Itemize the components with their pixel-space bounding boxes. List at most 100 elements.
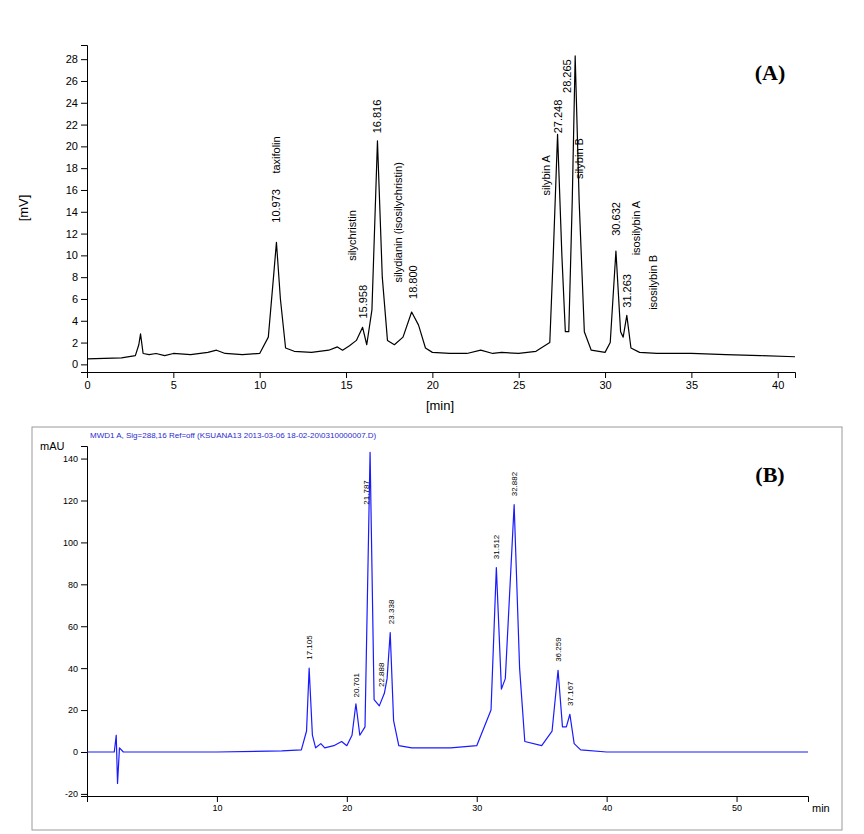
- peak-label: 23.338: [387, 599, 396, 624]
- tick: 10: [254, 372, 266, 391]
- tick-mark: [81, 459, 87, 460]
- tick-label: 35: [686, 379, 698, 391]
- tick-mark: [81, 168, 87, 169]
- axis-line: [81, 447, 88, 797]
- tick-label: 20: [427, 379, 439, 391]
- y-axis: -20 0 20 40 60 80 100 120 140: [63, 447, 88, 800]
- peak-label: 10.973: [270, 189, 282, 223]
- tick: 140: [63, 454, 87, 464]
- tick-label: 5: [171, 379, 177, 391]
- tick-mark: [81, 500, 87, 501]
- y-axis-title: mAU: [40, 440, 65, 452]
- tick: 4: [72, 315, 87, 327]
- tick-label: 40: [602, 803, 612, 813]
- peak-label: 32.882: [510, 471, 519, 496]
- peak-label: 37.167: [566, 681, 575, 706]
- tick-label: 10: [66, 249, 78, 261]
- tick: 25: [513, 372, 525, 391]
- tick-mark: [81, 103, 87, 104]
- tick: 10: [66, 249, 87, 261]
- tick: 5: [171, 372, 177, 391]
- tick: 100: [63, 538, 87, 548]
- tick-mark: [81, 668, 87, 669]
- trace: [87, 56, 795, 359]
- y-axis-title: [mV]: [16, 195, 31, 222]
- axis-line: [81, 46, 88, 373]
- x-axis: 0 5 10 15 20 25 30 35 40: [84, 372, 795, 391]
- panel-title: (A): [755, 60, 786, 85]
- tick-mark: [81, 343, 87, 344]
- peak-label: 28.265: [561, 59, 573, 93]
- axis-line: [88, 797, 809, 803]
- tick: 22: [66, 119, 87, 131]
- tick-mark: [81, 794, 87, 795]
- texts: 17.10520.70121.78722.88823.33831.51232.8…: [40, 431, 830, 814]
- tick-label: 30: [472, 803, 482, 813]
- tick: 80: [68, 580, 87, 590]
- peak-label: 16.816: [371, 100, 383, 134]
- trace: [87, 452, 808, 783]
- tick: 50: [732, 796, 742, 813]
- tick-mark: [81, 125, 87, 126]
- x-axis-title: min: [812, 802, 830, 814]
- plot-area: [87, 56, 795, 359]
- peak-label: 30.632: [610, 202, 622, 236]
- tick-mark: [81, 584, 87, 585]
- chart-panel: 10 20 30 40 50 -20 0 20 40 60 80 100 120 140 17.105 20.…: [32, 427, 842, 830]
- tick-mark: [217, 796, 218, 802]
- y-axis: 0246810121416182022242628: [66, 46, 88, 373]
- x-axis-title: [min]: [426, 398, 454, 413]
- tick-label: 25: [513, 379, 525, 391]
- tick: 0: [84, 372, 90, 391]
- tick-mark: [607, 796, 608, 802]
- tick-label: 15: [340, 379, 352, 391]
- tick-label: 60: [68, 622, 78, 632]
- tick-label: 40: [772, 379, 784, 391]
- tick-label: 24: [66, 97, 78, 109]
- tick: -20: [65, 789, 87, 799]
- tick-label: 120: [63, 496, 78, 506]
- peak-label: 17.105: [305, 635, 314, 660]
- tick-label: 20: [68, 705, 78, 715]
- x-axis: 10 20 30 40 50: [88, 796, 809, 813]
- peak-label: 21.787: [362, 480, 371, 505]
- tick: 14: [66, 206, 87, 218]
- panel-title: (B): [755, 462, 784, 487]
- chart-panel: 0510152025303540024681012141618202224262…: [16, 46, 796, 414]
- tick-mark: [81, 146, 87, 147]
- peak-label: silybin A: [540, 154, 552, 195]
- peak-label: 36.259: [554, 637, 563, 662]
- peak-label: 15.958: [357, 285, 369, 319]
- tick: 16: [66, 184, 87, 196]
- tick-mark: [81, 81, 87, 82]
- tick: 30: [599, 372, 611, 391]
- tick: 0: [72, 358, 87, 370]
- tick-mark: [81, 299, 87, 300]
- tick: 15: [340, 372, 352, 391]
- tick: 8: [72, 271, 87, 283]
- tick-label: 8: [72, 271, 78, 283]
- tick-label: 20: [66, 140, 78, 152]
- texts: taxifolin10.97315.958silychristin16.816s…: [16, 59, 785, 413]
- tick-label: 22: [66, 119, 78, 131]
- tick-label: 0: [72, 358, 78, 370]
- tick-label: 0: [73, 747, 78, 757]
- tick: 120: [63, 496, 87, 506]
- tick-mark: [81, 364, 87, 365]
- subtitle: MWD1 A, Sig=288,16 Ref=off (KSUANA13 201…: [90, 431, 377, 440]
- tick: 20: [66, 140, 87, 152]
- tick-mark: [477, 796, 478, 802]
- plot-area: [87, 452, 808, 783]
- tick: 10: [212, 796, 222, 813]
- tick: 20: [342, 796, 352, 813]
- tick: 40: [68, 664, 87, 674]
- tick-mark: [347, 796, 348, 802]
- tick: 6: [72, 293, 87, 305]
- tick: 40: [602, 796, 612, 813]
- tick-mark: [81, 234, 87, 235]
- peak-label: 27.248: [552, 100, 564, 134]
- peak-label: 20.701: [352, 672, 361, 697]
- tick-label: 40: [68, 664, 78, 674]
- tick-label: -20: [65, 789, 78, 799]
- peak-label: silychristin: [346, 210, 358, 261]
